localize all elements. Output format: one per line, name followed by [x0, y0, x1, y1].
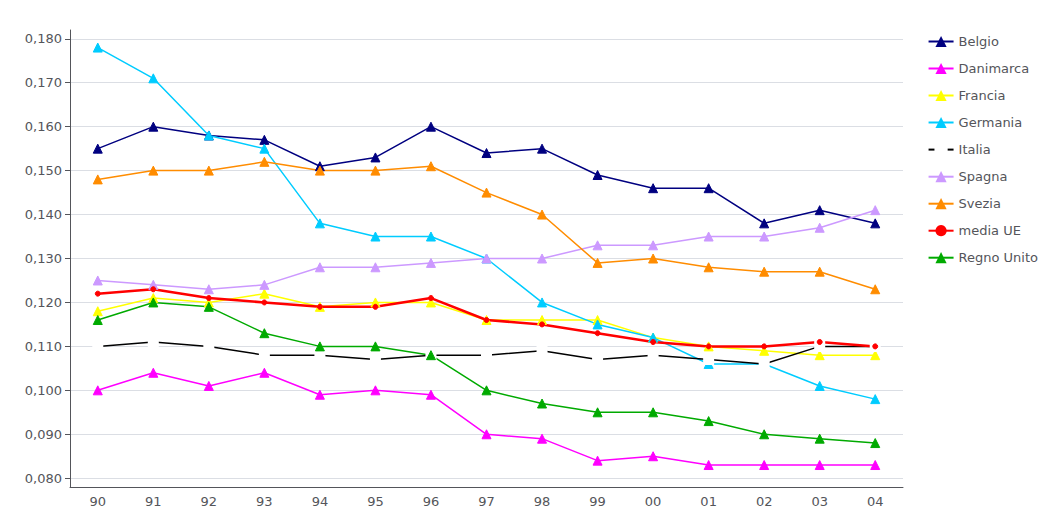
svg-text:91: 91	[145, 494, 162, 509]
svg-text:media UE: media UE	[959, 223, 1021, 238]
svg-text:90: 90	[89, 494, 106, 509]
svg-text:97: 97	[478, 494, 495, 509]
svg-text:0,150: 0,150	[25, 163, 62, 178]
svg-text:0,110: 0,110	[25, 339, 62, 354]
svg-text:0,130: 0,130	[25, 251, 62, 266]
svg-text:0,140: 0,140	[25, 207, 62, 222]
svg-text:03: 03	[811, 494, 828, 509]
svg-text:0,090: 0,090	[25, 427, 62, 442]
svg-text:02: 02	[756, 494, 773, 509]
svg-text:01: 01	[700, 494, 717, 509]
svg-text:Spagna: Spagna	[959, 169, 1008, 184]
svg-text:92: 92	[201, 494, 218, 509]
svg-text:0,120: 0,120	[25, 295, 62, 310]
svg-text:0,160: 0,160	[25, 119, 62, 134]
svg-text:95: 95	[367, 494, 384, 509]
svg-text:Danimarca: Danimarca	[959, 61, 1030, 76]
svg-text:Francia: Francia	[959, 88, 1006, 103]
svg-text:Regno Unito: Regno Unito	[959, 250, 1038, 265]
svg-text:Italia: Italia	[959, 142, 991, 157]
svg-text:Svezia: Svezia	[959, 196, 1001, 211]
svg-text:98: 98	[534, 494, 551, 509]
svg-text:Germania: Germania	[959, 115, 1023, 130]
svg-text:0,100: 0,100	[25, 383, 62, 398]
svg-text:00: 00	[645, 494, 662, 509]
svg-text:93: 93	[256, 494, 273, 509]
svg-text:0,080: 0,080	[25, 471, 62, 486]
svg-text:04: 04	[867, 494, 884, 509]
svg-text:99: 99	[589, 494, 606, 509]
svg-text:94: 94	[312, 494, 329, 509]
svg-text:0,180: 0,180	[25, 31, 62, 46]
svg-text:96: 96	[423, 494, 440, 509]
svg-text:0,170: 0,170	[25, 75, 62, 90]
svg-text:Belgio: Belgio	[959, 34, 999, 49]
